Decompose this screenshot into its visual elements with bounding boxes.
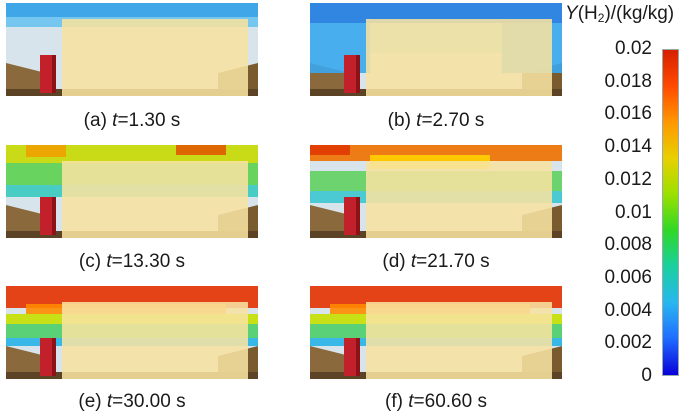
panel-f-frame [310, 286, 562, 379]
panel-c-caption: (c) t=13.30 s [6, 251, 258, 273]
panel-b-t: t [416, 110, 422, 131]
colorbar-tick-label: 0.018 [604, 70, 652, 92]
panel-e-label: (e) [78, 391, 107, 412]
colorbar-tick-label: 0.01 [615, 201, 652, 223]
panel-d-frame [310, 145, 562, 238]
panel-b-caption: (b) t=2.70 s [310, 110, 562, 132]
colorbar-tick-label: 0 [641, 365, 652, 386]
panel-a-caption: (a) t=1.30 s [6, 110, 258, 132]
panel-a-frame [6, 3, 258, 96]
panel-f-time: =60.60 s [413, 391, 487, 412]
colorbar-tick-label: 0.012 [604, 168, 652, 190]
panel-c-frame [6, 145, 258, 238]
colorbar-title: Y(H2)/(kg/kg) [565, 3, 674, 25]
panel-c-label: (c) [78, 251, 107, 272]
colorbar-title-y: Y [565, 3, 578, 24]
panel-d-label: (d) [382, 251, 411, 272]
colorbar-tick-label: 0.02 [615, 38, 652, 59]
panel-d-t: t [410, 251, 417, 272]
colorbar-tick-label: 0.014 [604, 136, 652, 158]
colorbar-tick-label: 0.002 [604, 332, 652, 354]
panel-f-image [310, 286, 562, 379]
colorbar-title-sub: 2 [597, 11, 605, 25]
panel-a-time: =1.30 s [117, 110, 181, 131]
panel-c-t: t [106, 251, 112, 272]
panel-a-image [6, 3, 258, 96]
panel-e-caption: (e) t=30.00 s [6, 391, 258, 413]
colorbar-gradient [662, 49, 679, 376]
colorbar-tick-label: 0.004 [604, 299, 652, 321]
panel-b-image [310, 3, 562, 96]
panel-e-t: t [106, 391, 113, 412]
colorbar-tick-label: 0.016 [604, 103, 652, 125]
panel-e-image [6, 286, 258, 379]
panel-a-t: t [112, 110, 118, 131]
colorbar-tick-label: 0.008 [604, 234, 652, 256]
panel-d-caption: (d) t=21.70 s [310, 251, 562, 273]
panel-b-time: =2.70 s [421, 110, 485, 131]
panel-e-frame [6, 286, 258, 379]
panel-d-image [310, 145, 562, 238]
panel-f-label: (f) [385, 391, 409, 412]
colorbar-title-prefix: (H [577, 3, 598, 24]
panel-f-t: t [408, 391, 414, 412]
panel-d-time: =21.70 s [416, 251, 490, 272]
panel-f-caption: (f) t=60.60 s [310, 391, 562, 413]
colorbar-tick-label: 0.006 [604, 266, 652, 288]
panel-c-time: =13.30 s [111, 251, 186, 272]
panel-c-image [6, 145, 258, 238]
panel-a-label: (a) [83, 110, 113, 131]
colorbar-title-suffix: )/(kg/kg) [604, 3, 675, 24]
panel-b-label: (b) [387, 110, 417, 131]
panel-b-frame [310, 3, 562, 96]
panel-e-time: =30.00 s [112, 391, 186, 412]
